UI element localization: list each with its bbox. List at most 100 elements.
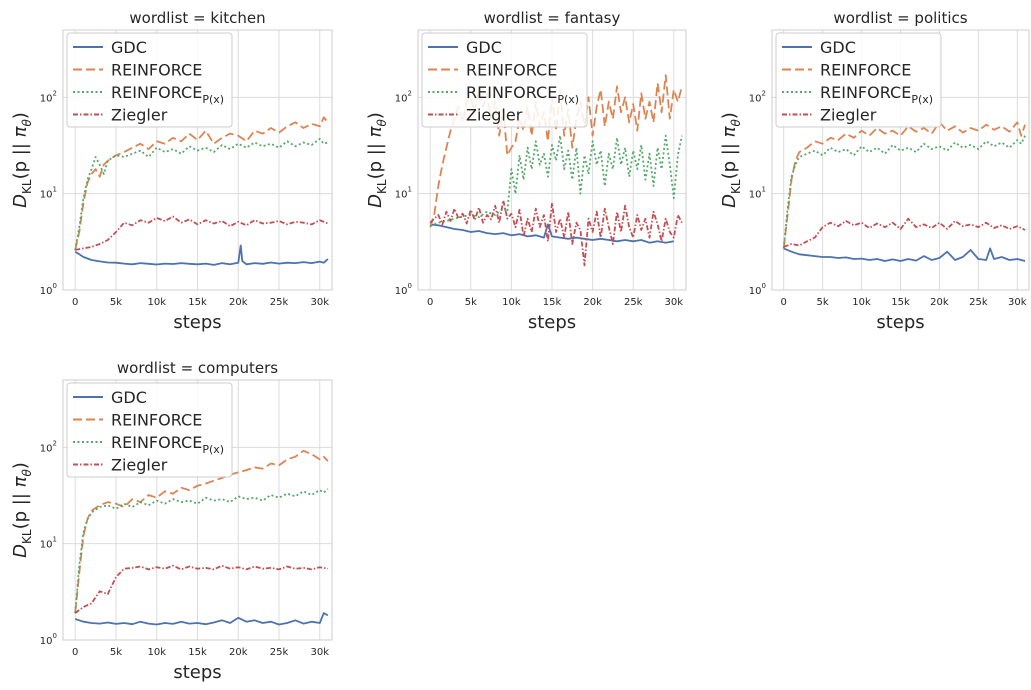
y-axis-label: DKL(p || πθ) [10,112,34,208]
legend-box [775,32,942,128]
y-tick-label: 100 [395,282,412,297]
legend-entry: REINFORCEP(x) [466,83,579,106]
x-tick-label: 30k [1008,297,1027,308]
legend-entry: GDC [820,38,856,57]
x-axis-label: steps [173,312,221,333]
x-tick-label: 25k [270,297,289,308]
x-tick-label: 25k [969,297,988,308]
series-line-ziegler [74,564,329,614]
legend-entry: GDC [111,38,147,57]
series-line-gdc [74,244,329,266]
x-axis-label: steps [528,312,576,333]
x-tick-label: 20k [930,297,949,308]
x-tick-label: 20k [583,297,602,308]
x-tick-label: 25k [270,647,289,658]
legend-entry: Ziegler [820,106,877,125]
series-line-reinforce-px [74,137,329,251]
x-tick-label: 15k [543,297,562,308]
plot-frame [417,29,687,291]
chart-panel: wordlist = kitchen 0 5k 10k 15k 20k 25k 30k 100 1… [10,9,333,333]
legend-entry: REINFORCEP(x) [111,83,224,106]
series-line-reinforce [74,449,329,614]
x-tick-label: 5k [817,297,829,308]
x-tick-label: 15k [188,297,207,308]
series-line-gdc [74,612,329,626]
chart-panel: wordlist = politics 0 5k 10k 15k 20k 25k 30k 100… [719,9,1030,333]
series-line-reinforce [74,116,329,251]
chart-title: wordlist = fantasy [484,9,621,27]
x-tick-label: 5k [110,297,122,308]
series-line-reinforce-px [782,135,1026,249]
series-line-ziegler [75,215,329,251]
x-tick-label: 10k [502,297,521,308]
x-tick-label: 5k [465,297,477,308]
legend-entry: REINFORCE [111,61,202,80]
series-line-reinforce-px [74,488,329,614]
x-tick-label: 15k [188,647,207,658]
legend: GDC REINFORCE REINFORCEP(x)Ziegler [66,32,233,128]
x-tick-label: 15k [891,297,910,308]
y-tick-label: 102 [40,439,57,454]
legend-entry: REINFORCEP(x) [111,433,224,456]
x-tick-label: 0 [72,647,78,658]
legend: GDC REINFORCE REINFORCEP(x)Ziegler [775,32,942,128]
x-tick-label: 0 [427,297,433,308]
y-axis-label: DKL(p || πθ) [719,112,743,208]
x-tick-label: 10k [147,297,166,308]
chart-title: wordlist = kitchen [129,9,265,27]
y-tick-label: 101 [395,186,412,201]
plot-frame [771,29,1030,291]
x-tick-label: 20k [229,647,248,658]
y-axis-label: DKL(p || πθ) [10,462,34,558]
x-tick-label: 30k [311,297,330,308]
chart-panel: wordlist = fantasy 0 5k 10k 15k 20k 25k 30k 100 1… [365,9,687,333]
plot-frame [62,29,333,291]
x-tick-label: 30k [665,297,684,308]
y-tick-label: 100 [40,282,57,297]
legend-entry: Ziegler [111,106,168,125]
chart-panel: wordlist = computers 0 5k 10k 15k 20k 25k 30k 10… [10,359,333,683]
y-tick-label: 100 [40,632,57,647]
x-tick-label: 0 [780,297,786,308]
legend-entry: GDC [111,388,147,407]
chart-title: wordlist = politics [833,9,967,27]
y-tick-label: 101 [749,186,766,201]
legend-entry: GDC [466,38,502,57]
x-tick-label: 25k [624,297,643,308]
legend-entry: REINFORCE [466,61,557,80]
legend-entry: Ziegler [466,106,523,125]
series-line-reinforce-px [429,134,683,228]
series-line-gdc [430,223,674,244]
legend-entry: Ziegler [111,456,168,475]
y-tick-label: 102 [395,89,412,104]
legend-box [66,382,233,478]
y-tick-label: 102 [40,89,57,104]
x-tick-label: 20k [229,297,248,308]
legend: GDC REINFORCE REINFORCEP(x)Ziegler [421,32,588,128]
y-tick-label: 101 [40,536,57,551]
x-tick-label: 10k [852,297,871,308]
legend-entry: REINFORCE [111,411,202,430]
x-axis-label: steps [173,662,221,683]
chart-title: wordlist = computers [117,359,278,377]
series-line-ziegler [783,217,1026,248]
x-tick-label: 0 [72,297,78,308]
x-tick-label: 30k [311,647,330,658]
legend-box [421,32,588,128]
x-tick-label: 5k [110,647,122,658]
legend-entry: REINFORCE [820,61,911,80]
y-axis-label: DKL(p || πθ) [365,112,389,208]
y-tick-label: 101 [40,186,57,201]
series-line-gdc [783,247,1026,262]
legend-box [66,32,233,128]
legend-entry: REINFORCEP(x) [820,83,933,106]
y-tick-label: 102 [749,89,766,104]
y-tick-label: 100 [749,282,766,297]
plot-frame [62,379,333,641]
x-axis-label: steps [876,312,924,333]
legend: GDC REINFORCE REINFORCEP(x)Ziegler [66,382,233,478]
x-tick-label: 10k [147,647,166,658]
series-line-ziegler [429,199,683,267]
